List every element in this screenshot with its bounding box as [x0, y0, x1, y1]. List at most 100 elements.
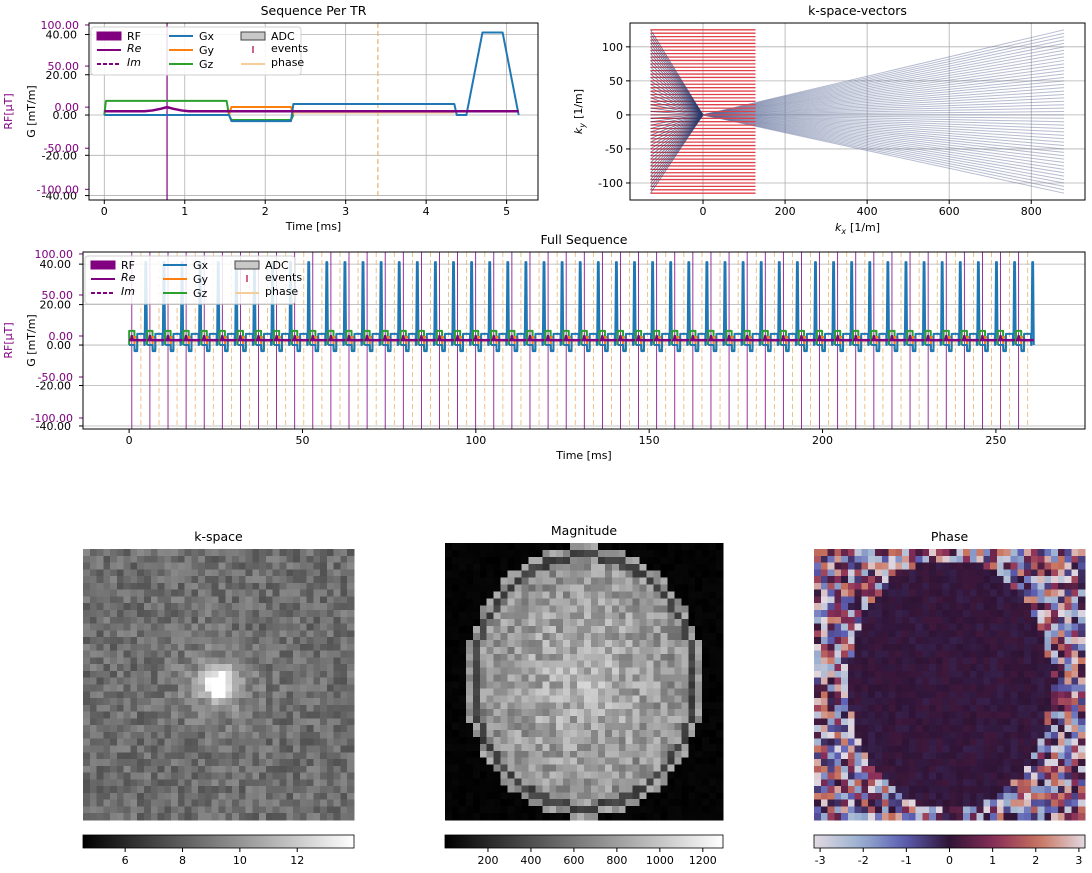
pixel [577, 584, 585, 593]
pixel [472, 563, 481, 572]
pixel [218, 745, 226, 753]
pixel [218, 752, 226, 760]
pixel [716, 563, 724, 572]
pixel [238, 609, 247, 618]
pixel [895, 684, 903, 692]
pixel [514, 771, 523, 780]
pixel [709, 660, 717, 669]
pixel [184, 582, 192, 591]
pixel [834, 704, 842, 713]
pixel [935, 664, 944, 672]
pixel [130, 589, 138, 598]
pixel [472, 584, 481, 593]
pixel [841, 650, 849, 658]
pixel [299, 603, 308, 611]
pixel [834, 555, 842, 564]
pixel [150, 657, 159, 665]
pixel [888, 549, 896, 557]
pixel [177, 745, 186, 753]
pixel [695, 785, 703, 793]
pixel [445, 612, 453, 620]
pixel [674, 750, 682, 759]
pixel [211, 677, 220, 686]
pixel [976, 691, 984, 699]
pixel [611, 723, 620, 731]
pixel [695, 736, 703, 745]
pixel [451, 771, 460, 780]
pixel [1064, 643, 1073, 652]
pixel [963, 670, 971, 679]
pixel [1037, 670, 1045, 679]
pixel [542, 778, 550, 786]
trajectory-fan [703, 114, 1065, 123]
pixel [1037, 569, 1045, 577]
pixel [445, 764, 453, 773]
pixel [660, 639, 668, 648]
pixel [259, 711, 267, 719]
pixel [549, 549, 557, 558]
pixel [702, 563, 710, 572]
pixel [265, 623, 274, 631]
pixel [313, 630, 321, 638]
trajectory-prephase [650, 114, 704, 136]
pixel [618, 681, 627, 690]
pixel [861, 609, 869, 618]
pixel [191, 813, 199, 821]
pixel [618, 543, 627, 551]
pixel [479, 626, 488, 634]
trajectory-fan [703, 107, 1065, 116]
pixel [293, 786, 301, 794]
pixel [646, 695, 655, 703]
pixel [191, 738, 199, 747]
pixel [528, 813, 536, 821]
pixel [646, 543, 655, 551]
pixel [625, 695, 634, 703]
pixel [507, 778, 516, 786]
pixel [150, 582, 159, 591]
pixel [293, 684, 301, 692]
pixel [259, 772, 267, 780]
pixel [171, 562, 179, 570]
pixel [245, 786, 253, 794]
pixel [472, 619, 481, 627]
pixel [451, 709, 460, 717]
pixel [123, 616, 132, 625]
pixel [597, 799, 606, 807]
pixel [340, 569, 348, 577]
pixel [96, 576, 104, 584]
pixel [528, 771, 536, 780]
series-line [780, 261, 800, 353]
pixel [157, 779, 165, 787]
pixel [996, 562, 1005, 570]
pixel [245, 562, 253, 570]
pixel [847, 670, 856, 679]
pixel [472, 626, 481, 634]
pixel [1017, 609, 1025, 618]
pixel [702, 556, 710, 565]
pixel [963, 609, 971, 618]
pixel [110, 684, 118, 692]
pixel [177, 711, 186, 719]
pixel [83, 589, 91, 598]
pixel [171, 576, 179, 584]
pixel [143, 616, 152, 625]
pixel [584, 702, 592, 710]
pixel [570, 681, 578, 690]
pixel [549, 646, 557, 655]
pixel [570, 563, 578, 572]
pixel [103, 731, 111, 740]
pixel [157, 806, 165, 814]
pixel [1030, 711, 1039, 719]
pixel [528, 633, 536, 641]
pixel [847, 623, 856, 631]
pixel [218, 799, 226, 808]
pixel [286, 549, 294, 557]
pixel [1003, 650, 1012, 658]
pixel [814, 677, 822, 686]
pixel [299, 616, 308, 625]
pixel [688, 556, 696, 565]
pixel [143, 596, 152, 604]
pixel [313, 711, 321, 719]
pixel [597, 667, 606, 676]
pixel [137, 582, 145, 591]
